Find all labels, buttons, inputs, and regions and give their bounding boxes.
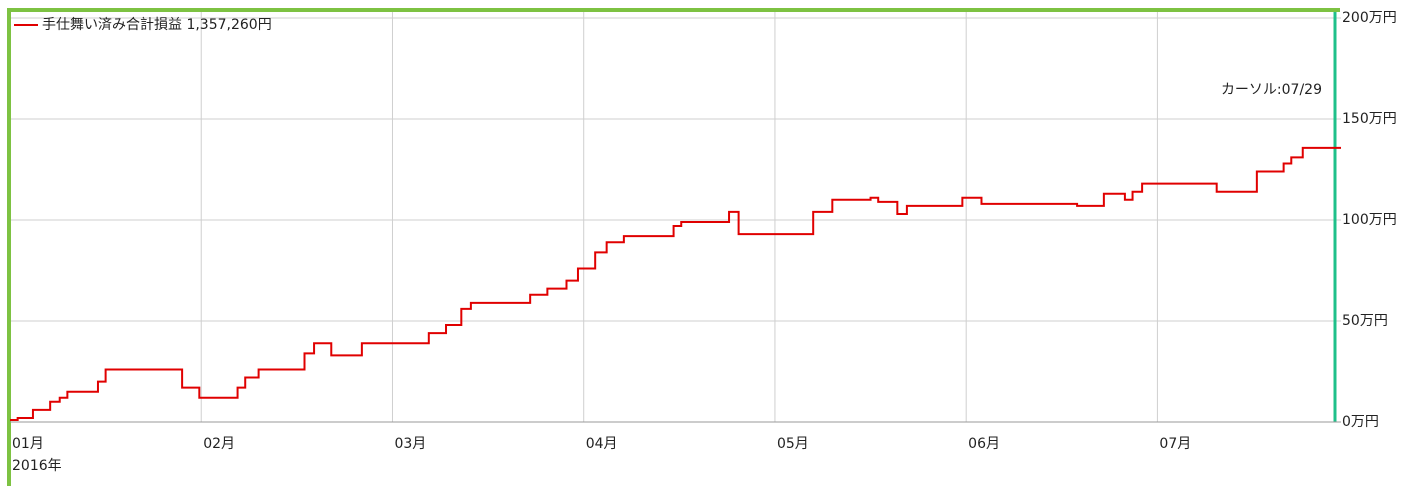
y-tick-label: 50万円 <box>1342 313 1388 329</box>
y-tick-label: 100万円 <box>1342 212 1397 228</box>
x-tick-label: 01月 <box>12 436 44 452</box>
x-tick-label: 06月 <box>968 436 1000 452</box>
y-tick-label: 200万円 <box>1342 10 1397 26</box>
x-tick-label: 04月 <box>586 436 618 452</box>
x-tick-label: 03月 <box>394 436 426 452</box>
x-tick-label: 07月 <box>1159 436 1191 452</box>
series-line <box>10 146 1341 421</box>
cursor-label: カーソル:07/29 <box>1221 82 1322 98</box>
y-tick-label: 150万円 <box>1342 111 1397 127</box>
legend-label: 手仕舞い済み合計損益 1,357,260円 <box>42 17 272 33</box>
x-tick-label: 02月 <box>203 436 235 452</box>
y-tick-label: 0万円 <box>1342 414 1379 430</box>
x-tick-label: 05月 <box>777 436 809 452</box>
year-label: 2016年 <box>12 458 62 474</box>
